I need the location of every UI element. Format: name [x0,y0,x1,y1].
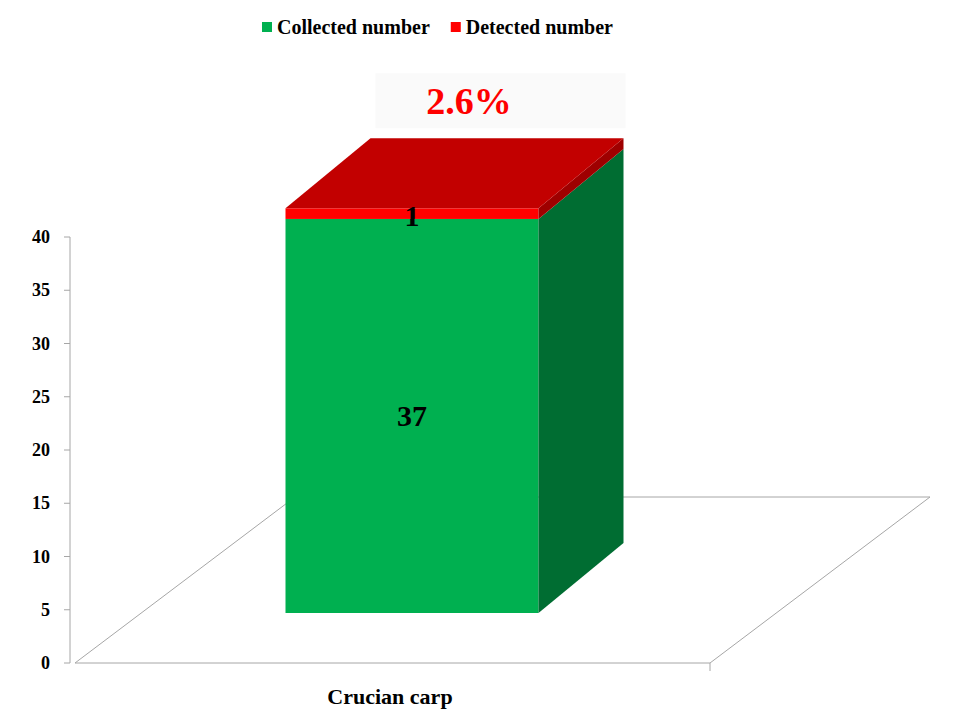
y-tick [64,396,70,397]
y-tick [64,663,70,664]
y-tick-label: 0 [41,653,50,673]
y-tick-label: 30 [32,334,50,354]
y-tick-label: 10 [32,547,50,567]
legend-label: Detected number [466,16,613,38]
y-tick [64,450,70,451]
bar-side [539,149,624,613]
legend: Collected number Detected number [262,16,613,38]
y-tick [64,503,70,504]
y-tick [64,343,70,344]
floor-edge [710,663,711,671]
legend-swatch [451,22,461,32]
y-tick [64,556,70,557]
y-tick [64,237,70,238]
category-label: Crucian carp [327,684,452,709]
labels: 37 1 2.6% [376,73,626,432]
annotation-bg [376,73,626,128]
bars [286,138,624,613]
y-tick-label: 5 [41,600,50,620]
bar-top [286,138,624,208]
y-tick-label: 35 [32,280,50,300]
y-tick [64,609,70,610]
y-tick-label: 20 [32,440,50,460]
y-tick-label: 25 [32,387,50,407]
legend-label: Collected number [277,16,430,38]
legend-swatch [262,22,272,32]
y-tick-label: 40 [32,227,50,247]
y-tick-label: 15 [32,493,50,513]
annotation: 2.6% [426,80,512,122]
chart-container: 0 5 10 15 20 25 30 35 40 37 1 2.6% Crucian carp Colle… [0,0,962,722]
data-label: 37 [397,399,427,432]
y-tick [64,290,70,291]
chart-svg: 0 5 10 15 20 25 30 35 40 37 1 2.6% Crucian carp Colle… [0,0,962,722]
bar-front [286,219,539,613]
data-label: 1 [405,199,420,232]
